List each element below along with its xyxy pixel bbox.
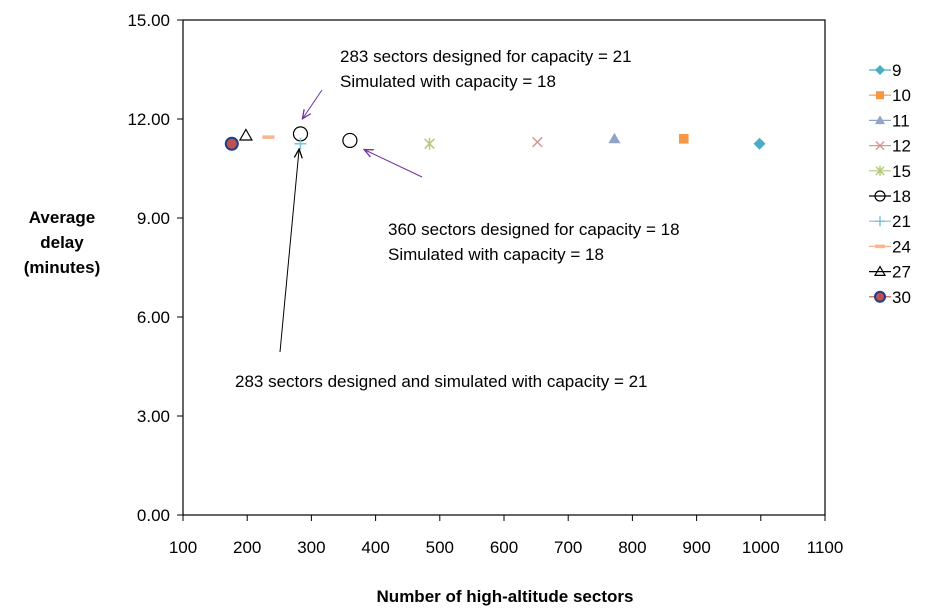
x-tick-label: 300 bbox=[297, 538, 325, 557]
annotation-2-line-2: Simulated with capacity = 18 bbox=[388, 245, 604, 264]
legend-label: 30 bbox=[892, 288, 911, 307]
x-tick-label: 900 bbox=[682, 538, 710, 557]
data-point-series-27 bbox=[238, 128, 253, 141]
triangle-shape bbox=[875, 115, 885, 125]
star-shape bbox=[875, 165, 885, 176]
x-tick-label: 1100 bbox=[807, 538, 844, 557]
circle-open-shape bbox=[874, 190, 886, 202]
annotations: 283 sectors designed for capacity = 21 Si… bbox=[235, 47, 680, 391]
y-tick-label: 15.00 bbox=[127, 11, 170, 30]
data-point-series-24 bbox=[262, 135, 275, 139]
legend-marker bbox=[873, 265, 887, 276]
circle-filled-shape bbox=[224, 136, 239, 151]
x-axis: 100 200 300 400 500 600 700 800 900 1000 1100 bbox=[169, 515, 843, 557]
legend-item-27: 27 bbox=[869, 263, 911, 282]
y-axis-title-line-1: Average bbox=[29, 208, 95, 227]
legend-marker bbox=[876, 91, 884, 100]
plus-shape bbox=[875, 216, 885, 227]
y-tick-label: 6.00 bbox=[137, 308, 170, 327]
x-tick-label: 800 bbox=[618, 538, 646, 557]
legend-label: 24 bbox=[892, 237, 911, 256]
legend-label: 18 bbox=[892, 187, 911, 206]
dash-shape bbox=[875, 244, 885, 249]
data-point-series-30 bbox=[224, 136, 239, 151]
annotation-3-line-1: 283 sectors designed and simulated with … bbox=[235, 372, 648, 391]
legend-label: 21 bbox=[892, 212, 911, 231]
x-tick-label: 100 bbox=[169, 538, 197, 557]
legend: 9 10 11 12 15 18 21 24 27 30 bbox=[869, 61, 911, 307]
x-tick-label: 500 bbox=[426, 538, 454, 557]
x-tick-label: 600 bbox=[490, 538, 518, 557]
legend-marker bbox=[874, 190, 886, 202]
y-axis-title-line-3: (minutes) bbox=[24, 258, 101, 277]
plot-area bbox=[182, 19, 826, 516]
y-axis: 0.00 3.00 6.00 9.00 12.00 15.00 bbox=[127, 11, 183, 525]
data-point-series-18 bbox=[342, 132, 358, 149]
legend-item-9: 9 bbox=[869, 61, 901, 80]
legend-label: 9 bbox=[892, 61, 901, 80]
legend-item-11: 11 bbox=[869, 111, 910, 130]
star-shape bbox=[424, 137, 435, 150]
y-tick-label: 9.00 bbox=[137, 209, 170, 228]
legend-label: 10 bbox=[892, 86, 911, 105]
legend-item-18: 18 bbox=[869, 187, 911, 206]
data-point-series-9 bbox=[753, 137, 766, 150]
legend-marker bbox=[875, 244, 885, 249]
annotation-2-arrow bbox=[365, 150, 423, 178]
legend-item-21: 21 bbox=[869, 212, 911, 231]
x-tick-label: 700 bbox=[554, 538, 582, 557]
legend-item-12: 12 bbox=[869, 137, 911, 156]
dash-shape bbox=[262, 135, 275, 139]
legend-label: 12 bbox=[892, 137, 911, 156]
legend-marker bbox=[875, 165, 885, 176]
data-point-series-11 bbox=[608, 132, 621, 144]
triangle-shape bbox=[608, 132, 621, 144]
legend-item-30: 30 bbox=[869, 288, 911, 307]
legend-marker bbox=[875, 115, 885, 125]
data-point-series-15 bbox=[424, 137, 435, 150]
y-tick-label: 12.00 bbox=[127, 110, 170, 129]
data-point-series-10 bbox=[678, 134, 689, 144]
triangle-open-shape bbox=[238, 128, 253, 141]
legend-label: 15 bbox=[892, 162, 911, 181]
legend-label: 27 bbox=[892, 263, 911, 282]
circle-open-shape bbox=[342, 132, 358, 149]
legend-label: 11 bbox=[892, 111, 910, 130]
legend-item-10: 10 bbox=[869, 86, 911, 105]
square-shape bbox=[678, 134, 689, 144]
legend-marker bbox=[875, 216, 885, 227]
annotation-1-arrow bbox=[303, 89, 323, 118]
diamond-shape bbox=[875, 65, 885, 75]
legend-item-24: 24 bbox=[869, 237, 911, 256]
y-axis-title-line-2: delay bbox=[40, 233, 84, 252]
annotation-1-line-2: Simulated with capacity = 18 bbox=[340, 72, 556, 91]
data-markers bbox=[224, 126, 766, 151]
annotation-1-line-1: 283 sectors designed for capacity = 21 bbox=[340, 47, 632, 66]
annotation-2-line-1: 360 sectors designed for capacity = 18 bbox=[388, 220, 680, 239]
y-tick-label: 3.00 bbox=[137, 407, 170, 426]
x-shape bbox=[875, 141, 885, 151]
legend-item-15: 15 bbox=[869, 162, 911, 181]
triangle-open-shape bbox=[873, 265, 887, 276]
x-tick-label: 1000 bbox=[742, 538, 780, 557]
legend-marker bbox=[875, 65, 885, 75]
x-axis-title: Number of high-altitude sectors bbox=[377, 587, 634, 606]
annotation-3-arrow bbox=[279, 150, 299, 353]
x-shape bbox=[532, 136, 543, 148]
plot-frame bbox=[182, 19, 826, 516]
y-tick-label: 0.00 bbox=[137, 506, 170, 525]
x-tick-label: 200 bbox=[233, 538, 261, 557]
diamond-shape bbox=[753, 137, 766, 150]
x-tick-label: 400 bbox=[361, 538, 389, 557]
legend-marker bbox=[875, 141, 885, 151]
square-shape bbox=[876, 91, 884, 100]
legend-marker bbox=[874, 290, 886, 303]
circle-filled-shape bbox=[874, 290, 886, 303]
data-point-series-12 bbox=[532, 136, 543, 148]
